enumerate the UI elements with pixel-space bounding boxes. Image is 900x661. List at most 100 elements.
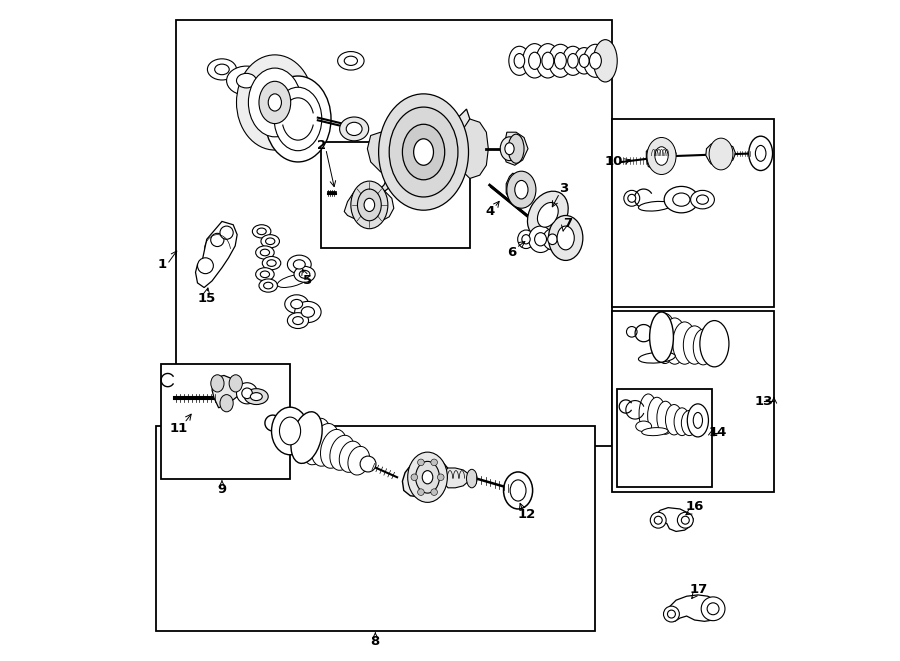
Ellipse shape	[300, 270, 310, 278]
Ellipse shape	[291, 299, 302, 309]
Ellipse shape	[389, 107, 458, 197]
Ellipse shape	[673, 322, 697, 364]
Ellipse shape	[338, 52, 364, 70]
Polygon shape	[402, 457, 450, 497]
Ellipse shape	[320, 430, 346, 468]
Text: 17: 17	[689, 583, 707, 596]
Ellipse shape	[522, 235, 530, 244]
Ellipse shape	[548, 215, 583, 260]
Ellipse shape	[654, 516, 662, 524]
Ellipse shape	[655, 147, 668, 165]
Ellipse shape	[548, 44, 572, 77]
Ellipse shape	[292, 317, 303, 325]
Ellipse shape	[230, 375, 242, 392]
Ellipse shape	[360, 456, 376, 472]
Polygon shape	[706, 142, 735, 165]
Bar	[612, 119, 774, 307]
Ellipse shape	[510, 480, 526, 501]
Ellipse shape	[652, 313, 677, 364]
Ellipse shape	[215, 64, 230, 75]
Ellipse shape	[250, 393, 262, 401]
Ellipse shape	[330, 436, 355, 470]
Ellipse shape	[543, 229, 562, 250]
Ellipse shape	[267, 260, 276, 266]
Ellipse shape	[514, 54, 525, 68]
Ellipse shape	[260, 249, 269, 256]
Ellipse shape	[379, 94, 469, 210]
Bar	[176, 20, 612, 446]
Ellipse shape	[580, 54, 590, 67]
Ellipse shape	[548, 234, 557, 245]
Ellipse shape	[414, 139, 434, 165]
Polygon shape	[503, 132, 528, 165]
Ellipse shape	[515, 180, 528, 199]
Ellipse shape	[280, 417, 301, 445]
Ellipse shape	[207, 59, 237, 80]
Ellipse shape	[518, 230, 535, 249]
Ellipse shape	[351, 181, 388, 229]
Bar	[612, 311, 774, 492]
Text: 2: 2	[317, 139, 326, 152]
Ellipse shape	[674, 408, 690, 436]
Ellipse shape	[466, 469, 477, 488]
Ellipse shape	[266, 238, 274, 245]
Text: 1: 1	[158, 258, 167, 271]
Ellipse shape	[364, 198, 374, 212]
Ellipse shape	[260, 271, 269, 278]
Ellipse shape	[245, 389, 268, 405]
Ellipse shape	[693, 412, 703, 428]
Ellipse shape	[688, 404, 708, 437]
Ellipse shape	[339, 441, 363, 473]
Ellipse shape	[265, 76, 331, 162]
Ellipse shape	[256, 246, 274, 259]
Polygon shape	[646, 143, 676, 169]
Ellipse shape	[700, 321, 729, 367]
Ellipse shape	[590, 52, 601, 69]
Ellipse shape	[505, 143, 514, 155]
Ellipse shape	[626, 327, 637, 337]
Ellipse shape	[416, 461, 439, 493]
Ellipse shape	[418, 459, 424, 465]
Ellipse shape	[259, 81, 291, 124]
Ellipse shape	[220, 226, 233, 239]
Ellipse shape	[523, 44, 546, 78]
Text: 4: 4	[485, 205, 494, 218]
Ellipse shape	[665, 405, 683, 435]
Polygon shape	[381, 109, 470, 192]
Text: 16: 16	[686, 500, 704, 514]
Ellipse shape	[542, 52, 554, 69]
Polygon shape	[212, 375, 239, 408]
Ellipse shape	[690, 190, 715, 209]
Ellipse shape	[256, 268, 274, 281]
Ellipse shape	[431, 489, 437, 496]
Ellipse shape	[628, 194, 635, 202]
Ellipse shape	[237, 383, 257, 404]
Ellipse shape	[536, 44, 560, 78]
Text: 8: 8	[371, 635, 380, 648]
Ellipse shape	[252, 225, 271, 238]
Ellipse shape	[284, 295, 309, 313]
Ellipse shape	[508, 46, 530, 75]
Ellipse shape	[357, 189, 382, 221]
Ellipse shape	[557, 226, 574, 250]
Polygon shape	[464, 119, 489, 178]
Ellipse shape	[663, 606, 680, 622]
Ellipse shape	[657, 401, 674, 434]
Bar	[321, 142, 470, 248]
Ellipse shape	[293, 260, 305, 269]
Ellipse shape	[651, 512, 666, 528]
Text: 7: 7	[563, 217, 572, 230]
Bar	[161, 364, 290, 479]
Ellipse shape	[294, 301, 321, 323]
Text: 6: 6	[507, 246, 516, 259]
Text: 9: 9	[218, 483, 227, 496]
Ellipse shape	[681, 410, 698, 436]
Ellipse shape	[237, 73, 256, 88]
Ellipse shape	[422, 471, 433, 484]
Text: 3: 3	[559, 182, 568, 195]
Ellipse shape	[642, 428, 668, 436]
Ellipse shape	[220, 395, 233, 412]
Ellipse shape	[668, 610, 675, 618]
Ellipse shape	[272, 407, 309, 455]
Ellipse shape	[259, 279, 277, 292]
